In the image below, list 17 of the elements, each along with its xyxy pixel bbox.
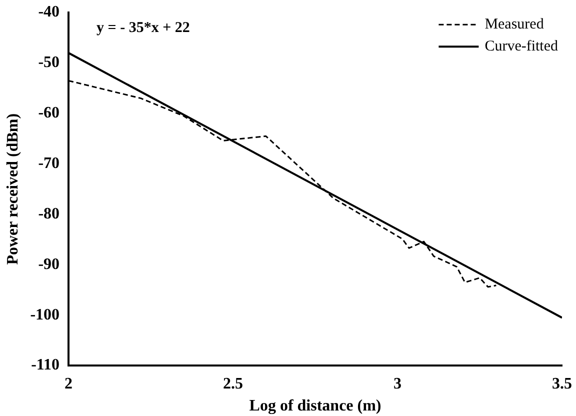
y-tick-label: -70: [38, 155, 60, 172]
y-tick-label: -100: [30, 306, 60, 324]
y-tick-label: -50: [38, 54, 60, 72]
y-tick-label: -60: [38, 104, 60, 122]
annotation: y = - 35*x + 22: [96, 20, 190, 36]
legend-label: Measured: [484, 16, 544, 33]
y-tick-label: -110: [31, 356, 60, 374]
y-tick-label: -40: [38, 4, 60, 21]
y-tick-label: -90: [38, 256, 60, 273]
x-tick-label: 3: [394, 375, 402, 392]
x-tick-label: 3.5: [552, 375, 572, 392]
y-axis-title: Power received (dBm): [4, 113, 22, 265]
x-tick-label: 2.5: [223, 375, 244, 392]
x-tick-label: 2: [64, 375, 73, 392]
x-axis-title: Log of distance (m): [249, 398, 382, 415]
y-tick-label: -80: [38, 205, 60, 222]
legend-label: Curve-fitted: [484, 38, 558, 55]
